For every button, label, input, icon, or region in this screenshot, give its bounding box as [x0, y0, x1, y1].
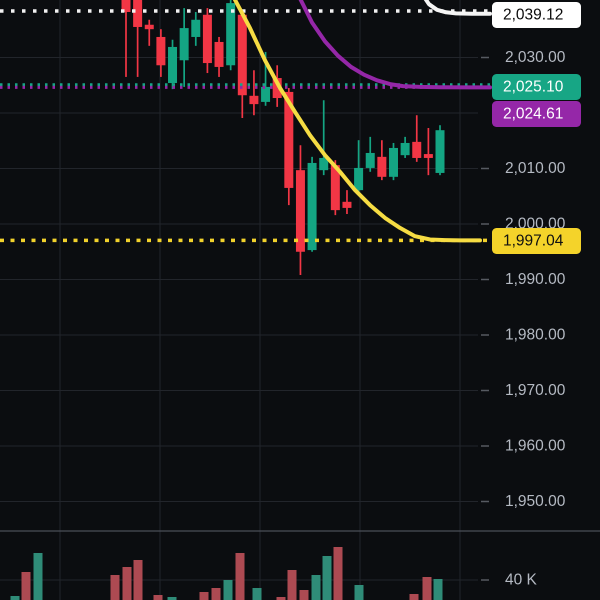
candlestick: [191, 19, 201, 37]
axis-badge-bg: [492, 228, 581, 254]
volume-bar: [10, 596, 20, 600]
volume-bar: [354, 585, 364, 600]
volume-bar: [211, 588, 221, 600]
axis-badge-bg: [492, 2, 581, 28]
volume-pane-surface[interactable]: [0, 531, 490, 600]
candlestick: [400, 142, 410, 156]
candlestick: [121, 0, 131, 12]
candlestick: [423, 154, 433, 158]
axis-badge-yellow-ma-value: 1,997.04: [492, 228, 581, 254]
candlestick: [156, 36, 166, 66]
candlestick: [272, 78, 282, 99]
volume-bar: [287, 570, 297, 600]
volume-bar: [167, 597, 177, 600]
candlestick: [412, 141, 422, 158]
candlestick: [435, 130, 445, 173]
axis-price-label: 1,990.00: [505, 271, 566, 288]
candlestick: [168, 46, 178, 84]
volume-bar: [322, 556, 332, 600]
axis-badge-value: 1,997.04: [503, 233, 564, 250]
candlestick: [365, 152, 375, 168]
volume-bar: [122, 567, 132, 600]
axis-badge-value: 2,024.61: [503, 106, 563, 123]
axis-badge-value: 2,025.10: [503, 79, 564, 96]
candlestick: [377, 156, 387, 177]
volume-bar: [409, 594, 419, 600]
axis-badge-teal-level: 2,025.10: [492, 74, 581, 100]
volume-bar: [223, 580, 233, 600]
volume-bar: [110, 575, 120, 600]
candlestick: [261, 86, 271, 102]
volume-bar: [433, 579, 443, 600]
candlestick: [330, 165, 340, 211]
volume-bar: [422, 577, 432, 600]
axis-price-label: 1,970.00: [505, 382, 566, 399]
volume-bar: [311, 575, 321, 600]
axis-price-label: 1,960.00: [505, 438, 566, 455]
axis-price-label: 2,030.00: [505, 49, 566, 66]
volume-bar: [199, 592, 209, 600]
candlestick: [354, 167, 364, 191]
ma-purple-line: [298, 0, 492, 90]
candlestick: [214, 41, 224, 67]
candlestick: [226, 3, 236, 66]
candlestick: [388, 147, 398, 177]
volume-bar: [252, 588, 262, 600]
axis-price-label: 1,950.00: [505, 493, 566, 510]
volume-bar: [33, 553, 43, 600]
volume-bar: [276, 597, 286, 600]
axis-price-label: 1,980.00: [505, 327, 566, 344]
candlestick: [202, 14, 212, 64]
volume-bar: [21, 572, 31, 600]
axis-badge-purple-ma-value: 2,024.61: [492, 101, 581, 127]
candlestick: [133, 0, 143, 27]
volume-bar: [333, 547, 343, 600]
ma-white-line: [423, 0, 492, 16]
axis-volume-label: 40 K: [505, 572, 538, 589]
candlestick: [179, 28, 189, 61]
candlestick: [319, 157, 329, 171]
price-axis[interactable]: 2,030.002,010.002,000.001,990.001,980.00…: [481, 2, 581, 589]
axis-price-label: 2,010.00: [505, 160, 566, 177]
candlestick: [249, 95, 259, 105]
axis-badge-bg: [492, 74, 581, 100]
volume-bar: [133, 560, 143, 600]
candlestick: [144, 24, 154, 30]
axis-badge-white-ma-value: 2,039.12: [492, 2, 581, 28]
candlestick: [342, 201, 352, 208]
candlestick: [307, 162, 317, 251]
axis-badge-value: 2,039.12: [503, 7, 563, 24]
axis-badge-bg: [492, 101, 581, 127]
ma-yellow-line: [233, 0, 482, 243]
volume-bar: [153, 595, 163, 600]
candlestick: [295, 170, 305, 252]
candlestick: [237, 14, 247, 96]
volume-bar: [235, 553, 245, 600]
volume-bar: [299, 590, 309, 600]
candlestick: [284, 91, 294, 188]
